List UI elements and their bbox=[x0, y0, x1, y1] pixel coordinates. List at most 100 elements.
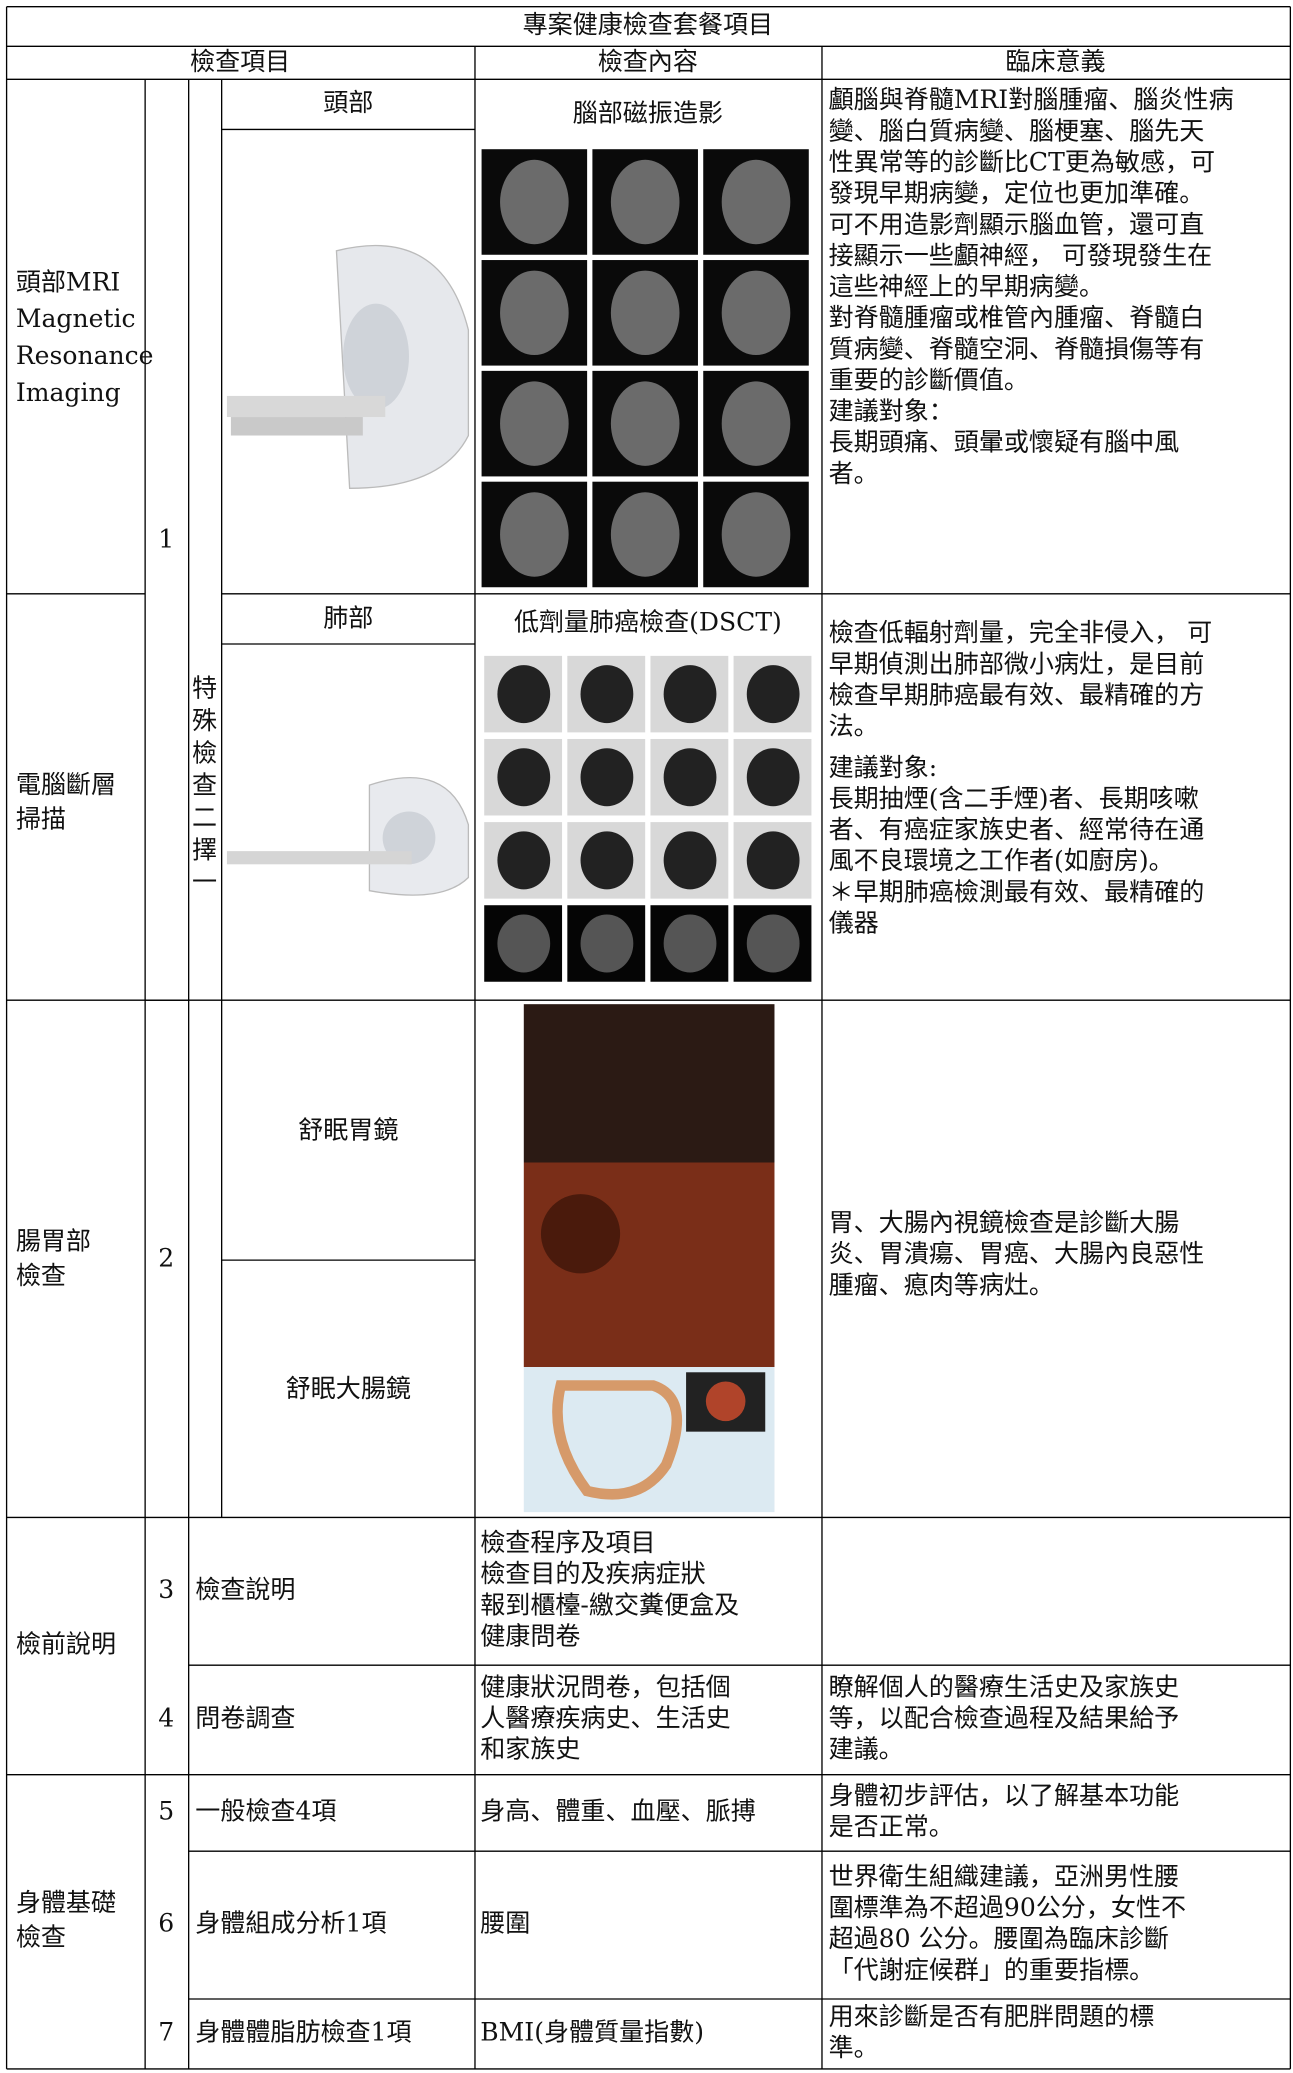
mri-brain bbox=[500, 270, 569, 356]
significance: 變、腦白質病變、腦梗塞、腦先天 bbox=[829, 116, 1205, 145]
mri-brain bbox=[500, 492, 569, 577]
content: 身高、體重、血壓、脈搏 bbox=[480, 1796, 756, 1825]
mri-brain bbox=[610, 492, 680, 577]
ct-lung bbox=[497, 914, 551, 973]
item-number: 3 bbox=[158, 1575, 174, 1604]
item-number: 1 bbox=[158, 525, 174, 554]
special-label: 殊 bbox=[192, 706, 217, 735]
category: Resonance bbox=[16, 341, 154, 370]
significance: 「代謝症候群」的重要指標。 bbox=[829, 1955, 1155, 1984]
ct-lung bbox=[746, 748, 800, 807]
mri-brain bbox=[500, 381, 569, 466]
significance: 檢查低輻射劑量，完全非侵入， 可 bbox=[829, 618, 1213, 647]
target: 長期抽煙(含二手煙)者、長期咳嗽 bbox=[829, 784, 1199, 813]
part: 肺部 bbox=[323, 604, 373, 633]
ct-lung bbox=[580, 914, 634, 973]
special-label: 二 bbox=[192, 803, 217, 832]
mri-brain bbox=[721, 492, 791, 577]
mri-brain bbox=[610, 159, 680, 245]
significance: 用來診斷是否有肥胖問題的標 bbox=[829, 2002, 1155, 2031]
item-number: 5 bbox=[158, 1796, 174, 1825]
header-cell: 臨床意義 bbox=[1005, 47, 1105, 76]
special-label: 擇 bbox=[192, 835, 217, 864]
part: 舒眠大腸鏡 bbox=[286, 1374, 411, 1403]
ct-lung bbox=[497, 748, 551, 807]
item: 檢查說明 bbox=[195, 1575, 295, 1604]
ct-lung bbox=[580, 748, 634, 807]
item-number: 6 bbox=[158, 1909, 174, 1938]
item-number: 2 bbox=[158, 1244, 174, 1273]
ct-lung bbox=[746, 831, 800, 890]
mri-brain bbox=[721, 381, 791, 466]
ct-lung bbox=[497, 665, 551, 724]
item: 一般檢查4項 bbox=[195, 1796, 336, 1825]
significance: 發現早期病變，定位也更加準確。 bbox=[829, 179, 1205, 208]
mri-brain bbox=[500, 159, 569, 245]
category: 身體基礎 bbox=[16, 1888, 116, 1917]
significance: 接顯示一些顱神經， 可發現發生在 bbox=[829, 241, 1213, 270]
endoscopy-image bbox=[523, 1004, 775, 1513]
ct-lung bbox=[580, 831, 634, 890]
content: 腰圍 bbox=[480, 1909, 530, 1938]
significance: 這些神經上的早期病變。 bbox=[829, 272, 1105, 301]
significance: 胃、大腸內視鏡檢查是診斷大腸 bbox=[829, 1208, 1180, 1237]
content: 低劑量肺癌檢查(DSCT) bbox=[514, 608, 782, 637]
content: 檢查目的及疾病症狀 bbox=[480, 1559, 705, 1588]
significance: 重要的診斷價值。 bbox=[829, 365, 1029, 394]
part: 舒眠胃鏡 bbox=[298, 1116, 398, 1145]
significance: 準。 bbox=[829, 2033, 879, 2062]
category: 檢查 bbox=[16, 1922, 66, 1951]
significance: 質病變、脊髓空洞、脊髓損傷等有 bbox=[829, 334, 1205, 363]
category: 頭部MRI bbox=[16, 267, 121, 296]
significance: 圍標準為不超過90公分，女性不 bbox=[829, 1893, 1186, 1922]
header-cell: 檢查項目 bbox=[190, 47, 290, 76]
special-label: 一 bbox=[192, 868, 217, 897]
table-title: 專案健康檢查套餐項目 bbox=[523, 10, 773, 39]
category: 電腦斷層 bbox=[16, 770, 116, 799]
special-label: 查 bbox=[192, 771, 217, 800]
ct-image bbox=[484, 655, 812, 982]
ct-lung bbox=[663, 665, 717, 724]
item: 身體組成分析1項 bbox=[195, 1909, 386, 1938]
content: 報到櫃檯-繳交糞便盒及 bbox=[480, 1590, 739, 1619]
significance: 是否正常。 bbox=[829, 1812, 954, 1841]
category: 檢前說明 bbox=[16, 1630, 116, 1659]
item: 身體體脂肪檢查1項 bbox=[195, 2017, 411, 2046]
significance: 身體初步評估，以了解基本功能 bbox=[829, 1781, 1180, 1810]
content: 健康問卷 bbox=[480, 1622, 580, 1651]
target: 風不良環境之工作者(如廚房)。 bbox=[829, 846, 1174, 875]
mri-image bbox=[481, 149, 809, 588]
note: ＊早期肺癌檢測最有效、最精確的 bbox=[829, 877, 1205, 906]
content: 人醫療疾病史、生活史 bbox=[480, 1703, 730, 1732]
mri-brain bbox=[610, 381, 680, 466]
item: 問卷調查 bbox=[195, 1703, 295, 1732]
part: 頭部 bbox=[323, 88, 373, 117]
target-label: 建議對象： bbox=[829, 397, 954, 426]
ct-lung bbox=[663, 748, 717, 807]
category: 腸胃部 bbox=[16, 1226, 91, 1255]
mri-brain bbox=[721, 270, 791, 356]
content: 檢查程序及項目 bbox=[480, 1528, 655, 1557]
ct-machine bbox=[226, 777, 470, 896]
significance: 性異常等的診斷比CT更為敏感，可 bbox=[829, 147, 1216, 176]
target-label: 建議對象: bbox=[829, 753, 938, 782]
target: 者、有癌症家族史者、經常待在通 bbox=[829, 815, 1205, 844]
target: 者。 bbox=[829, 459, 879, 488]
ct-lung bbox=[663, 914, 717, 973]
mri-machine bbox=[226, 244, 470, 489]
significance: 腫瘤、瘜肉等病灶。 bbox=[829, 1270, 1054, 1299]
ct-lung bbox=[746, 914, 800, 973]
significance: 早期偵測出肺部微小病灶，是目前 bbox=[829, 649, 1205, 678]
content: BMI(身體質量指數) bbox=[480, 2017, 704, 2046]
significance: 瞭解個人的醫療生活史及家族史 bbox=[829, 1672, 1180, 1701]
item-number: 4 bbox=[158, 1703, 174, 1732]
significance: 超過80 公分。腰圍為臨床診斷 bbox=[829, 1924, 1169, 1953]
content: 腦部磁振造影 bbox=[573, 98, 723, 127]
significance: 等，以配合檢查過程及結果給予 bbox=[829, 1703, 1180, 1732]
category: 掃描 bbox=[16, 804, 66, 833]
ct-lung bbox=[580, 665, 634, 724]
category: 檢查 bbox=[16, 1261, 66, 1290]
significance: 顱腦與脊髓MRI對腦腫瘤、腦炎性病 bbox=[829, 85, 1234, 114]
